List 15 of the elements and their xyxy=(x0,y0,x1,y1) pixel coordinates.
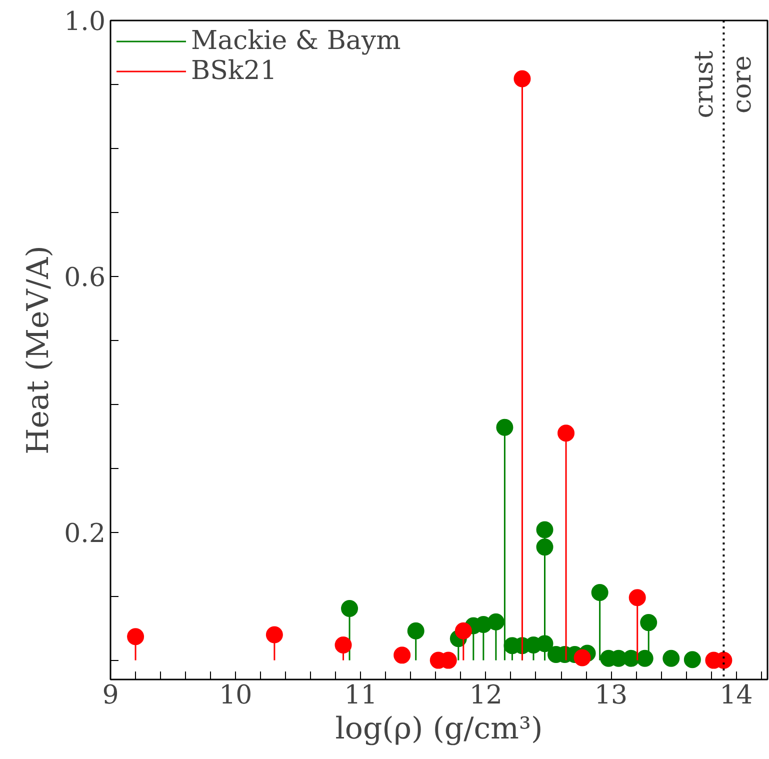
x-tick-label: 11 xyxy=(344,680,378,710)
x-tick-label: 10 xyxy=(219,680,252,710)
x-tick-label: 13 xyxy=(594,680,628,710)
y-tick-label: 0.2 xyxy=(64,518,106,549)
x-axis-title: log(ρ) (g/cm³) xyxy=(335,712,543,746)
y-tick-label: 0.6 xyxy=(64,262,106,293)
annotation: core xyxy=(728,55,758,114)
annotation: crust xyxy=(690,50,720,118)
y-axis-title: Heat (MeV/A) xyxy=(21,246,56,454)
y-tick-label: 1.0 xyxy=(64,7,106,37)
x-tick-label: 14 xyxy=(720,680,753,710)
x-tick-label: 12 xyxy=(469,680,502,710)
x-tick-label: 9 xyxy=(102,680,119,710)
legend-label: Mackie & Baym xyxy=(191,26,401,56)
legend-label: BSk21 xyxy=(191,56,277,86)
